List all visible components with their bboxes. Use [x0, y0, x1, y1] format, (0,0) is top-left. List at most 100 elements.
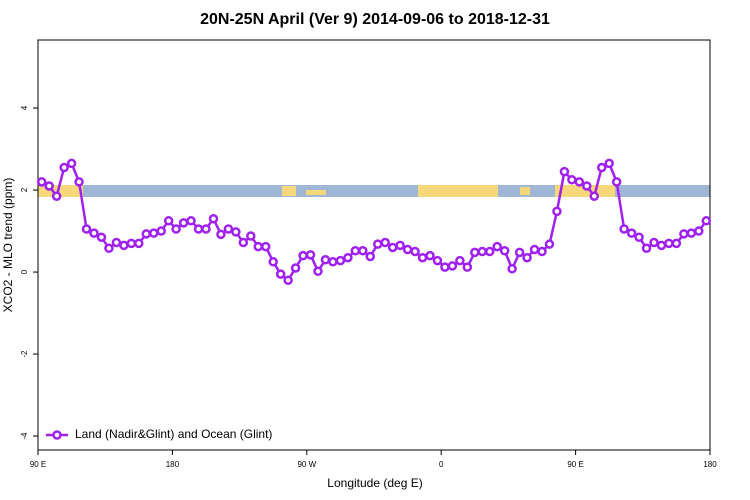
data-point — [470, 247, 480, 258]
data-point — [238, 237, 249, 248]
data-point — [96, 232, 107, 242]
data-point — [365, 251, 376, 262]
data-point — [559, 166, 570, 177]
data-point — [380, 237, 390, 248]
data-point — [231, 227, 241, 237]
data-point — [664, 238, 674, 249]
x-tick-label: 90 E — [30, 460, 46, 469]
data-point — [440, 262, 450, 272]
data-point — [89, 228, 99, 238]
data-point — [529, 244, 540, 255]
y-tick-label: 2 — [20, 187, 29, 192]
data-point — [163, 216, 174, 226]
data-point — [462, 262, 473, 272]
y-tick-label: 0 — [20, 269, 29, 274]
data-point — [574, 177, 585, 187]
data-point — [499, 245, 510, 256]
data-point — [552, 206, 562, 217]
data-point — [679, 229, 689, 239]
data-point — [522, 252, 532, 263]
data-point — [305, 250, 316, 260]
y-tick-label: -4 — [20, 432, 29, 440]
data-point — [208, 214, 219, 224]
data-point — [66, 158, 77, 169]
data-point — [59, 162, 69, 173]
plot-frame — [37, 39, 711, 451]
data-point — [641, 243, 652, 254]
data-point — [268, 257, 278, 267]
data-point — [246, 231, 256, 241]
data-point — [492, 241, 502, 252]
data-point — [589, 191, 600, 201]
data-point — [44, 181, 54, 191]
chart-title: 20N-25N April (Ver 9) 2014-09-06 to 2018… — [200, 11, 550, 28]
data-point — [604, 158, 614, 169]
data-point — [328, 257, 338, 267]
data-point — [634, 232, 644, 242]
data-point — [253, 241, 264, 252]
data-point — [350, 245, 361, 256]
legend-label: Land (Nadir&Glint) and Ocean (Glint) — [75, 427, 272, 441]
data-point — [410, 246, 420, 257]
x-tick-label: 180 — [703, 460, 717, 469]
data-point — [544, 239, 555, 249]
y-axis-label: XCO2 - MLO trend (ppm) — [1, 178, 15, 313]
data-point — [186, 216, 196, 226]
data-point — [156, 226, 166, 236]
data-point — [671, 238, 682, 249]
data-point — [537, 246, 547, 257]
x-tick-label: 90 E — [567, 460, 583, 469]
data-point — [694, 226, 704, 236]
data-point — [51, 191, 62, 201]
data-point — [141, 229, 152, 239]
data-point — [290, 263, 301, 273]
data-point — [260, 241, 271, 252]
series-line — [41, 161, 708, 283]
data-point — [611, 177, 622, 187]
x-tick-label: 180 — [166, 460, 180, 469]
data-point — [216, 229, 226, 240]
data-point — [111, 237, 122, 248]
data-point — [596, 162, 607, 173]
data-point — [320, 255, 331, 265]
data-point — [74, 177, 84, 187]
data-point — [507, 264, 517, 274]
data-point — [358, 245, 368, 256]
data-point — [395, 240, 405, 251]
data-point — [283, 275, 293, 286]
y-tick-label: 4 — [20, 105, 29, 110]
data-point — [425, 250, 435, 261]
data-point — [514, 247, 525, 258]
data-point — [402, 244, 413, 255]
data-point — [126, 238, 137, 249]
data-point — [119, 240, 129, 251]
data-point — [582, 181, 592, 191]
x-axis-label: Longitude (deg E) — [327, 476, 422, 490]
data-point — [335, 255, 346, 266]
data-point — [36, 177, 47, 187]
data-point — [178, 218, 189, 228]
data-point — [619, 224, 629, 234]
data-point — [484, 246, 495, 257]
data-point — [701, 216, 712, 226]
data-point — [626, 228, 637, 238]
data-point — [104, 243, 114, 254]
x-tick-label: 0 — [439, 460, 444, 469]
data-point — [134, 238, 144, 249]
legend-marker — [52, 430, 62, 440]
x-tick-label: 90 W — [297, 460, 316, 469]
data-point — [201, 224, 211, 234]
data-point — [148, 228, 159, 238]
data-point — [81, 224, 92, 234]
data-point — [567, 175, 577, 185]
data-point — [417, 252, 428, 263]
data-point — [275, 269, 286, 279]
data-point — [343, 252, 353, 263]
data-point — [649, 237, 659, 248]
data-point — [372, 239, 383, 249]
data-point — [432, 255, 443, 266]
data-point — [477, 246, 488, 257]
data-point — [313, 266, 323, 276]
data-point — [387, 242, 398, 253]
